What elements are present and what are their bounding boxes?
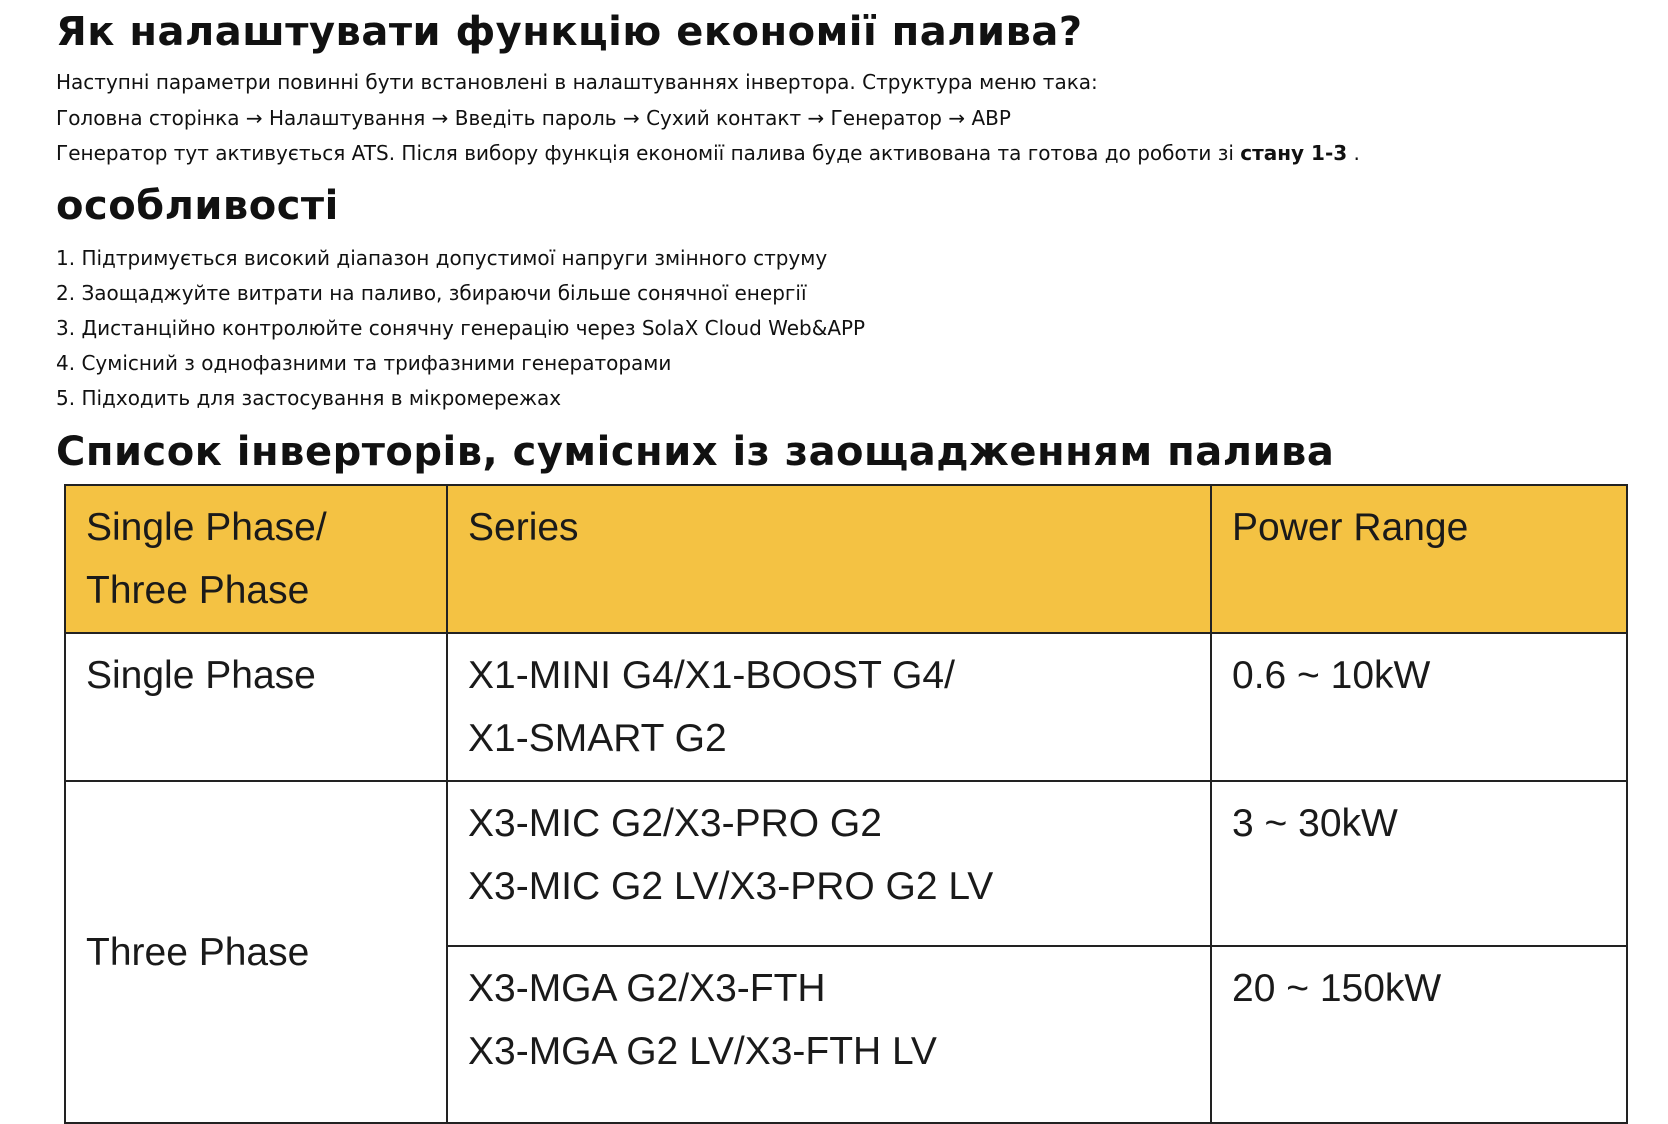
- ats-note-bold: стану 1-3: [1240, 141, 1348, 165]
- menu-path: Головна сторінка → Налаштування → Введіт…: [56, 106, 1011, 130]
- features-heading: особливості: [56, 183, 339, 229]
- phase-cell: Three Phase: [64, 780, 448, 1124]
- feature-item: 3. Дистанційно контролюйте сонячну генер…: [56, 316, 866, 340]
- feature-item: 2. Заощаджуйте витрати на паливо, збираю…: [56, 281, 807, 305]
- feature-item: 1. Підтримується високий діапазон допуст…: [56, 246, 828, 270]
- compatible-inverters-table: Single Phase/Three Phase Series Power Ra…: [64, 484, 1628, 1124]
- power-cell: 3 ~ 30kW: [1210, 780, 1628, 947]
- table-header-row: Single Phase/Three Phase Series Power Ra…: [64, 484, 1628, 634]
- ats-note-end: .: [1347, 141, 1360, 165]
- series-line: X3-MIC G2 LV/X3-PRO G2 LV: [468, 865, 994, 908]
- series-line: X3-MGA G2 LV/X3-FTH LV: [468, 1030, 937, 1073]
- feature-item: 4. Сумісний з однофазними та трифазними …: [56, 351, 672, 375]
- phase-cell: Single Phase: [64, 632, 448, 782]
- table-row: Single Phase X1-MINI G4/X1-BOOST G4/X1-S…: [64, 632, 1628, 782]
- header-phase-line1: Single Phase/: [86, 506, 327, 549]
- ats-note-text: Генератор тут активується ATS. Після виб…: [56, 141, 1241, 165]
- ats-note: Генератор тут активується ATS. Після виб…: [56, 143, 1360, 163]
- power-cell: 20 ~ 150kW: [1210, 945, 1628, 1124]
- header-power-range: Power Range: [1210, 484, 1628, 634]
- series-line: X1-SMART G2: [468, 717, 727, 760]
- intro-text: Наступні параметри повинні бути встановл…: [56, 70, 1098, 94]
- series-cell: X3-MIC G2/X3-PRO G2 X3-MIC G2 LV/X3-PRO G…: [446, 780, 1212, 947]
- table-row: Three Phase X3-MIC G2/X3-PRO G2 X3-MIC G2…: [64, 780, 1628, 1124]
- compatible-list-heading: Список інверторів, сумісних із заощаджен…: [56, 429, 1335, 475]
- series-line: X3-MIC G2/X3-PRO G2: [468, 802, 882, 845]
- page-title: Як налаштувати функцію економії палива?: [56, 9, 1083, 55]
- header-phase: Single Phase/Three Phase: [64, 484, 448, 634]
- series-cell: X3-MGA G2/X3-FTH X3-MGA G2 LV/X3-FTH LV: [446, 945, 1212, 1124]
- header-phase-line2: Three Phase: [86, 569, 310, 612]
- series-line: X3-MGA G2/X3-FTH: [468, 967, 826, 1010]
- series-cell: X1-MINI G4/X1-BOOST G4/X1-SMART G2: [446, 632, 1212, 782]
- feature-item: 5. Підходить для застосування в мікромер…: [56, 386, 562, 410]
- power-cell: 0.6 ~ 10kW: [1210, 632, 1628, 782]
- series-line: X1-MINI G4/X1-BOOST G4/: [468, 654, 955, 697]
- header-series: Series: [446, 484, 1212, 634]
